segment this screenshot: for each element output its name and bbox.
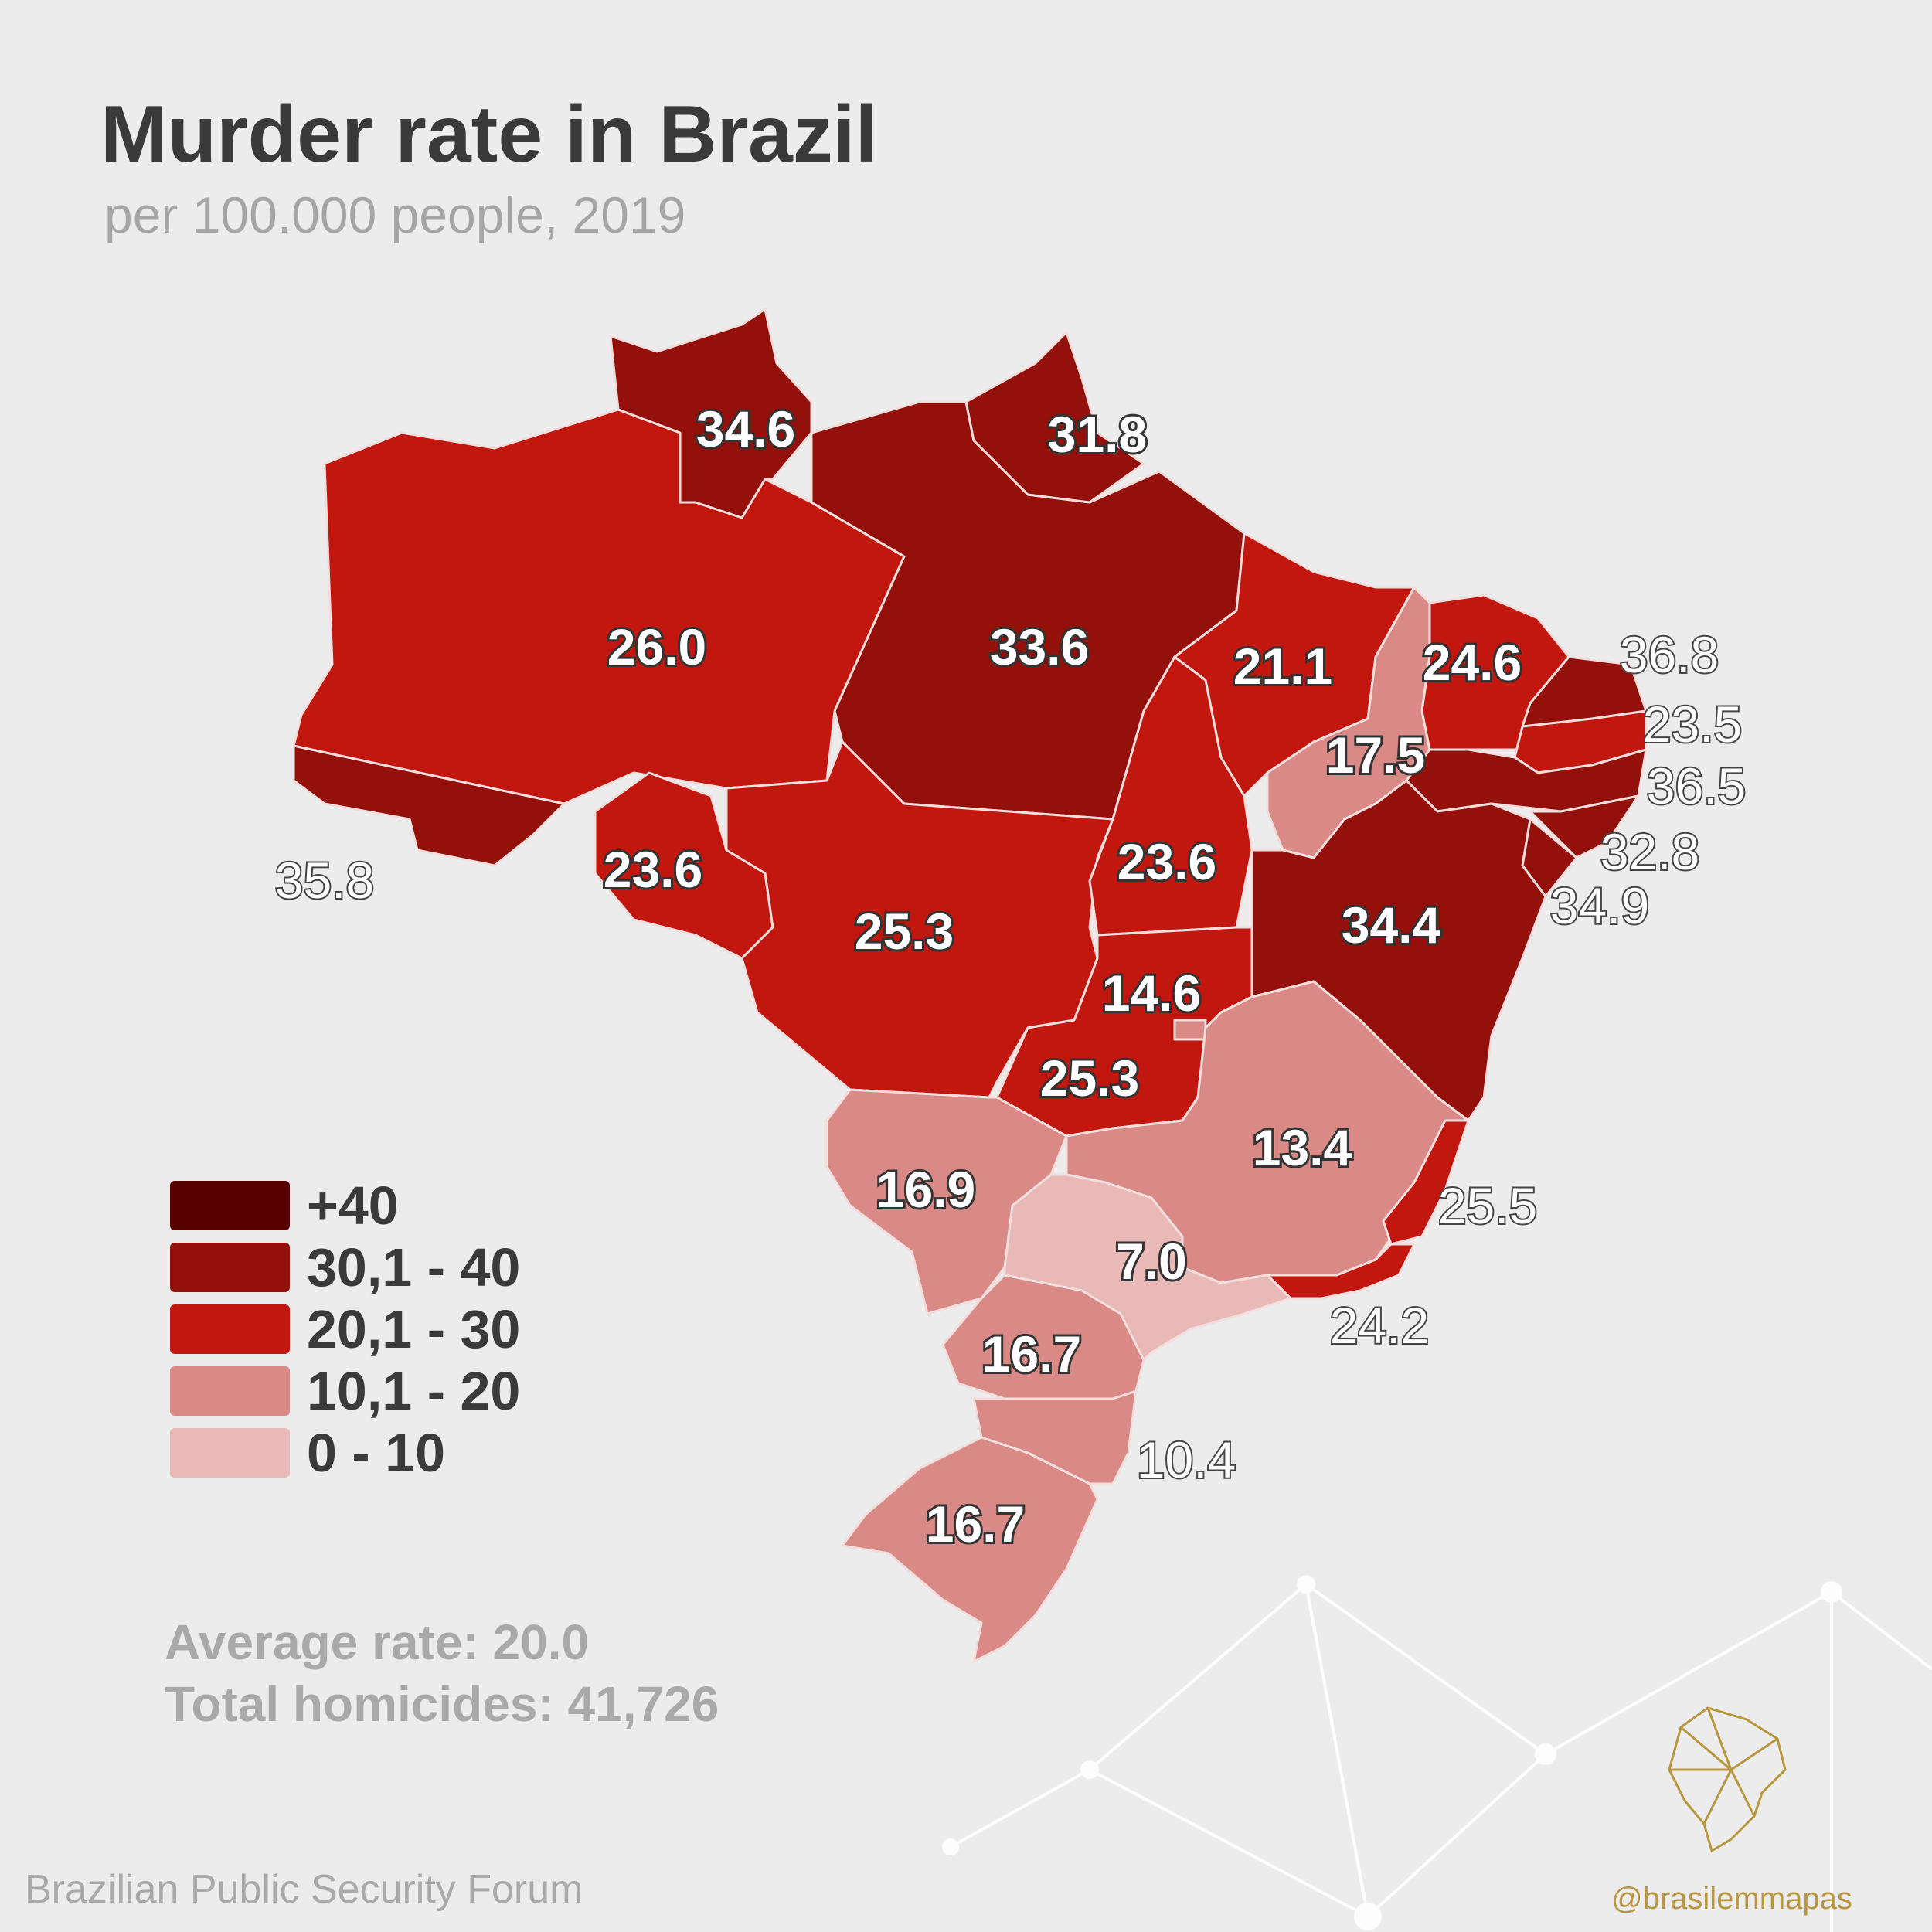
average-rate: Average rate: 20.0 bbox=[165, 1614, 590, 1670]
label-sao-paulo: 7.0 bbox=[1116, 1233, 1187, 1290]
region-amazonas bbox=[292, 408, 906, 805]
brand-logo-icon bbox=[1668, 1706, 1787, 1853]
legend-swatch bbox=[170, 1181, 290, 1230]
label-roraima: 34.6 bbox=[696, 400, 795, 457]
label-ceara: 24.6 bbox=[1423, 634, 1522, 691]
legend-swatch bbox=[170, 1243, 290, 1292]
legend-label: +40 bbox=[307, 1175, 399, 1236]
state-value-labels: 34.6 31.8 26.0 33.6 21.1 24.6 17.5 36.8 … bbox=[274, 398, 1747, 1555]
label-para: 33.6 bbox=[990, 618, 1089, 675]
region-espirito-santo bbox=[1382, 1119, 1470, 1246]
label-espirito-santo: 25.5 bbox=[1438, 1177, 1537, 1234]
legend-swatch bbox=[170, 1366, 290, 1416]
label-santa-catarina: 10.4 bbox=[1137, 1431, 1236, 1488]
region-amapa bbox=[964, 331, 1145, 504]
legend-label: 10,1 - 20 bbox=[307, 1361, 521, 1421]
label-distrito-federal: 14.6 bbox=[1102, 964, 1201, 1022]
label-rio-de-janeiro: 24.2 bbox=[1330, 1297, 1429, 1354]
label-goias: 25.3 bbox=[1040, 1049, 1139, 1107]
label-minas-gerais: 13.4 bbox=[1253, 1119, 1352, 1176]
network-decoration bbox=[942, 1575, 1932, 1932]
region-distrito-federal bbox=[1173, 1019, 1207, 1041]
label-tocantins: 23.6 bbox=[1117, 833, 1216, 890]
state-regions bbox=[292, 308, 1648, 1663]
label-sergipe: 34.9 bbox=[1550, 877, 1649, 934]
label-mato-grosso-do-sul: 16.9 bbox=[876, 1161, 975, 1218]
label-rio-grande-do-norte: 36.8 bbox=[1620, 626, 1719, 683]
legend-item: +40 bbox=[170, 1175, 520, 1236]
label-rondonia: 23.6 bbox=[604, 841, 702, 898]
label-parana: 16.7 bbox=[982, 1325, 1081, 1383]
legend-item: 0 - 10 bbox=[170, 1422, 520, 1484]
label-mato-grosso: 25.3 bbox=[855, 903, 954, 960]
legend-swatch bbox=[170, 1304, 290, 1354]
label-amazonas: 26.0 bbox=[607, 618, 706, 675]
region-roraima bbox=[609, 308, 813, 519]
legend-item: 10,1 - 20 bbox=[170, 1360, 520, 1422]
map-legend: +40 30,1 - 40 20,1 - 30 10,1 - 20 0 - 10 bbox=[170, 1175, 520, 1484]
legend-swatch bbox=[170, 1428, 290, 1478]
legend-label: 0 - 10 bbox=[307, 1423, 445, 1483]
label-rio-grande-do-sul: 16.7 bbox=[926, 1495, 1025, 1553]
legend-item: 20,1 - 30 bbox=[170, 1298, 520, 1360]
region-mato-grosso bbox=[725, 740, 1114, 1099]
data-source: Brazilian Public Security Forum bbox=[25, 1867, 583, 1912]
label-maranhao: 21.1 bbox=[1233, 638, 1332, 695]
region-rio-de-janeiro bbox=[1266, 1243, 1416, 1300]
region-rio-grande-do-sul bbox=[841, 1436, 1099, 1663]
label-paraiba: 23.5 bbox=[1643, 696, 1742, 753]
legend-item: 30,1 - 40 bbox=[170, 1236, 520, 1298]
label-alagoas: 32.8 bbox=[1600, 823, 1699, 880]
map-subtitle: per 100.000 people, 2019 bbox=[104, 186, 686, 243]
legend-label: 20,1 - 30 bbox=[307, 1299, 521, 1359]
legend-label: 30,1 - 40 bbox=[307, 1237, 521, 1298]
region-mato-grosso-do-sul bbox=[825, 1088, 1068, 1315]
label-piaui: 17.5 bbox=[1326, 726, 1425, 784]
summary-stats: Average rate: 20.0 Total homicides: 41,7… bbox=[165, 1611, 719, 1735]
total-homicides: Total homicides: 41,726 bbox=[165, 1676, 719, 1732]
region-acre bbox=[292, 744, 566, 867]
label-pernambuco: 36.5 bbox=[1647, 757, 1746, 815]
label-acre: 35.8 bbox=[275, 852, 374, 909]
label-bahia: 34.4 bbox=[1342, 896, 1441, 954]
author-handle: @brasilemmapas bbox=[1611, 1882, 1852, 1916]
label-amapa: 31.8 bbox=[1048, 406, 1147, 463]
map-title: Murder rate in Brazil bbox=[100, 90, 878, 179]
